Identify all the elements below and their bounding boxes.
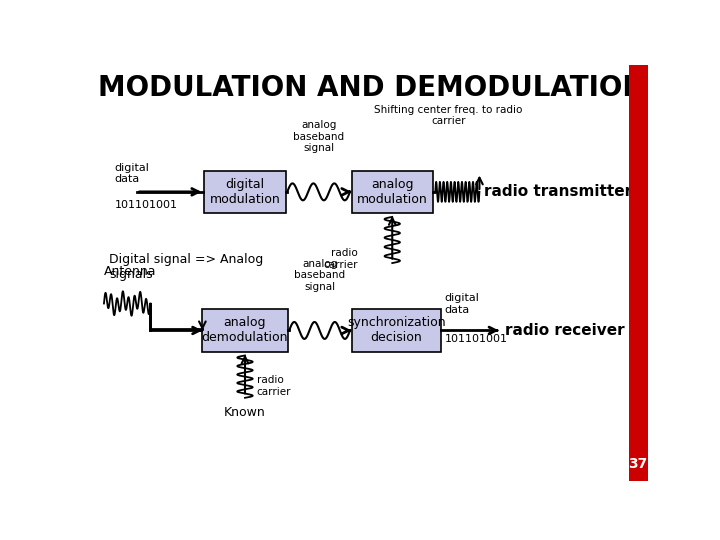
Text: analog
modulation: analog modulation xyxy=(357,178,428,206)
Text: Known: Known xyxy=(224,406,266,419)
Text: analog
demodulation: analog demodulation xyxy=(202,316,288,345)
Text: Antenna: Antenna xyxy=(104,265,156,278)
Text: analog
baseband
signal: analog baseband signal xyxy=(293,120,344,153)
Text: 101101001: 101101001 xyxy=(444,334,508,345)
Text: digital
data: digital data xyxy=(444,293,480,315)
Bar xyxy=(202,309,287,352)
Text: digital
modulation: digital modulation xyxy=(210,178,280,206)
Text: radio transmitter: radio transmitter xyxy=(484,184,632,199)
Bar xyxy=(351,309,441,352)
Text: analog
baseband
signal: analog baseband signal xyxy=(294,259,345,292)
Bar xyxy=(351,171,433,213)
Text: radio
carrier: radio carrier xyxy=(256,375,291,397)
Bar xyxy=(204,171,286,213)
Text: 37: 37 xyxy=(629,457,647,471)
Bar xyxy=(629,65,648,481)
Text: radio
carrier: radio carrier xyxy=(323,248,357,270)
Text: MODULATION AND DEMODULATION: MODULATION AND DEMODULATION xyxy=(98,74,645,102)
Text: radio receiver: radio receiver xyxy=(505,323,625,338)
Text: Digital signal => Analog
signals: Digital signal => Analog signals xyxy=(109,253,264,281)
Text: Shifting center freq. to radio
carrier: Shifting center freq. to radio carrier xyxy=(374,105,523,126)
Text: synchronization
decision: synchronization decision xyxy=(347,316,446,345)
Text: digital
data: digital data xyxy=(114,163,150,184)
Text: 101101001: 101101001 xyxy=(114,200,178,210)
